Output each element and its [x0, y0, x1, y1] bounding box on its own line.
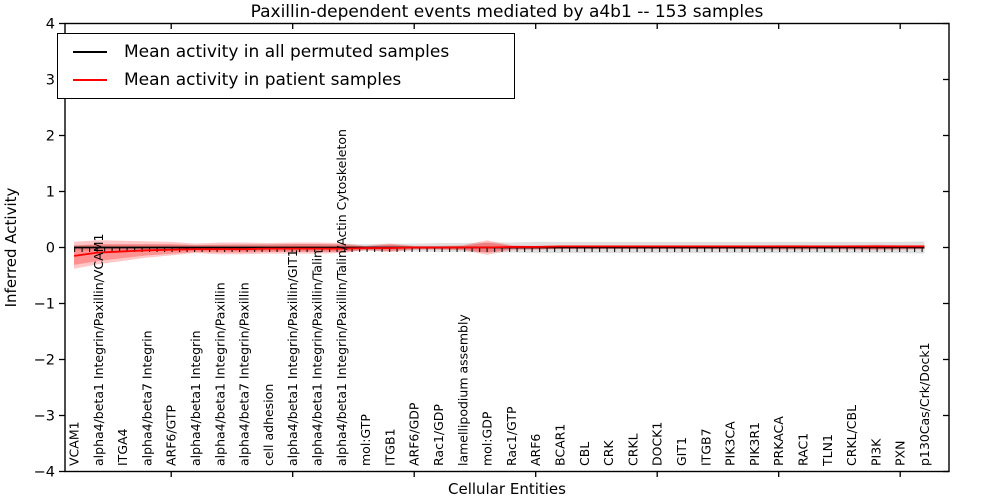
- x-category-label: alpha4/beta1 Integrin: [188, 330, 203, 466]
- legend-label-patient: Mean activity in patient samples: [124, 70, 402, 90]
- x-category-label: PRKACA: [771, 416, 786, 466]
- legend-item-patient: Mean activity in patient samples: [58, 70, 514, 90]
- patient-mean-line: [73, 245, 925, 257]
- x-category-label: CRK: [601, 440, 616, 466]
- y-tick-label: −4: [34, 465, 55, 481]
- x-axis-title: Cellular Entities: [448, 480, 566, 498]
- y-tick-label: 1: [46, 185, 55, 201]
- x-category-label: DOCK1: [650, 422, 665, 466]
- x-category-label: PI3K: [868, 438, 883, 466]
- y-tick-label: 3: [46, 73, 55, 89]
- x-category-label: ARF6/GTP: [164, 405, 179, 466]
- x-category-label: CRKL/CBL: [844, 405, 859, 466]
- chart-title: Paxillin-dependent events mediated by a4…: [250, 2, 764, 22]
- x-category-label: alpha4/beta1 Integrin/Paxillin/VCAM1: [91, 234, 106, 466]
- x-category-label: Rac1/GTP: [504, 406, 519, 466]
- x-category-label: CRKL: [625, 433, 640, 466]
- y-tick-label: 2: [46, 129, 55, 145]
- y-tick-label: −1: [34, 297, 55, 313]
- x-category-label: PXN: [893, 441, 908, 466]
- x-category-label: RAC1: [796, 433, 811, 466]
- permuted-line-swatch: [73, 51, 107, 53]
- y-axis-title: Inferred Activity: [2, 187, 20, 307]
- y-tick-label: −3: [34, 409, 55, 425]
- x-category-label: BCAR1: [553, 424, 568, 466]
- y-tick-label: 0: [46, 241, 55, 257]
- x-category-label: alpha4/beta7 Integrin/Paxillin: [237, 282, 252, 466]
- x-category-label: GIT1: [674, 437, 689, 466]
- x-category-label: PIK3R1: [747, 422, 762, 466]
- x-category-label: ARF6: [528, 434, 543, 466]
- x-category-label: alpha4/beta1 Integrin/Paxillin/GIT1: [285, 249, 300, 466]
- y-ticks-group: 4 3 2 1 0 −1 −2 −3 −4: [34, 17, 949, 481]
- x-category-label: alpha4/beta1 Integrin/Paxillin/Talin/Act…: [334, 129, 349, 466]
- x-category-label: alpha4/beta1 Integrin/Paxillin/Talin: [310, 250, 325, 466]
- x-category-label: p130Cas/Crk/Dock1: [917, 342, 932, 466]
- legend-item-permuted: Mean activity in all permuted samples: [58, 42, 514, 62]
- x-category-label: alpha4/beta1 Integrin/Paxillin: [212, 282, 227, 466]
- patient-line-swatch: [73, 79, 107, 81]
- x-category-label: alpha4/beta7 Integrin: [139, 330, 154, 466]
- bands-group: [74, 240, 925, 269]
- x-category-label: ARF6/GDP: [407, 402, 422, 466]
- legend: Mean activity in all permuted samples Me…: [57, 33, 515, 99]
- y-tick-label: 4: [46, 17, 55, 33]
- x-labels-group: VCAM1 alpha4/beta1 Integrin/Paxillin/VCAM…: [67, 129, 933, 467]
- x-category-label: lamellipodium assembly: [455, 314, 470, 466]
- x-ticks-group: [170, 23, 901, 477]
- x-category-label: cell adhesion: [261, 384, 276, 466]
- legend-label-permuted: Mean activity in all permuted samples: [124, 42, 450, 62]
- y-tick-label: −2: [34, 353, 55, 369]
- x-category-label: TLN1: [820, 434, 835, 467]
- x-category-label: VCAM1: [67, 421, 82, 466]
- x-category-label: mol:GDP: [480, 411, 495, 466]
- x-category-label: ITGB1: [382, 428, 397, 466]
- x-category-label: ITGB7: [698, 428, 713, 466]
- series-group: [73, 245, 925, 257]
- x-category-label: PIK3CA: [723, 421, 738, 466]
- x-category-label: ITGA4: [115, 428, 130, 466]
- x-category-label: mol:GTP: [358, 414, 373, 466]
- x-category-label: Rac1/GDP: [431, 404, 446, 466]
- x-category-label: CBL: [577, 442, 592, 466]
